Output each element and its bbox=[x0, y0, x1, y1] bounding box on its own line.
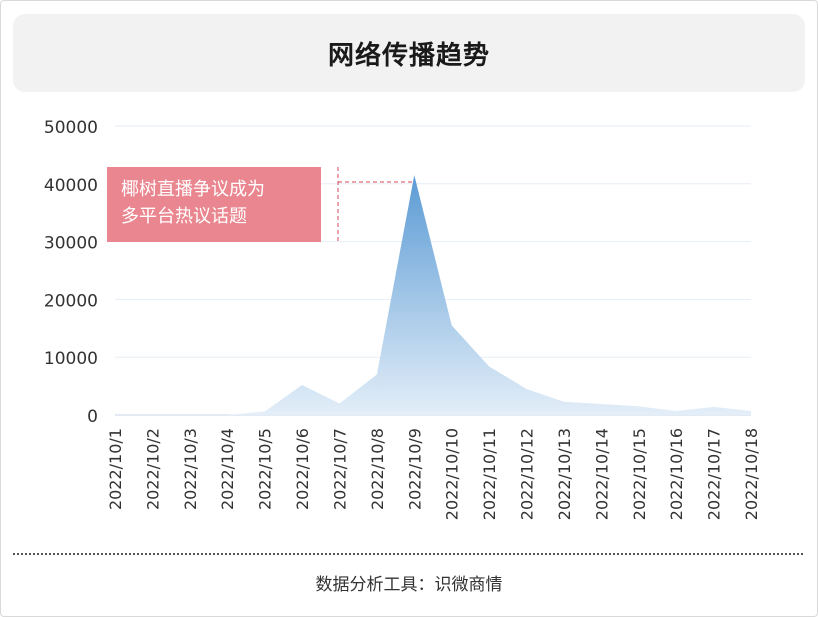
x-tick-label: 2022/10/6 bbox=[293, 428, 312, 510]
x-tick-label: 2022/10/16 bbox=[667, 428, 686, 520]
y-axis: 0 10000 20000 30000 40000 50000 bbox=[44, 118, 98, 427]
x-tick-label: 2022/10/7 bbox=[330, 428, 349, 510]
x-tick-label: 2022/10/9 bbox=[405, 428, 424, 510]
y-tick-label: 0 bbox=[87, 407, 98, 427]
x-tick-label: 2022/10/17 bbox=[705, 428, 724, 520]
x-tick-label: 2022/10/14 bbox=[592, 428, 611, 520]
x-tick-label: 2022/10/18 bbox=[742, 428, 761, 520]
area-series bbox=[115, 175, 751, 415]
x-tick-label: 2022/10/4 bbox=[218, 428, 237, 510]
source-credit: 数据分析工具：识微商情 bbox=[315, 575, 503, 595]
y-tick-label: 50000 bbox=[44, 118, 98, 138]
x-tick-label: 2022/10/13 bbox=[555, 428, 574, 520]
annotation-box bbox=[107, 167, 321, 242]
footer-divider bbox=[13, 553, 803, 555]
x-tick-label: 2022/10/8 bbox=[368, 428, 387, 510]
chart-title: 网络传播趋势 bbox=[327, 40, 490, 71]
x-tick-label: 2022/10/12 bbox=[518, 428, 537, 520]
x-axis: 2022/10/1 2022/10/2 2022/10/3 2022/10/4 2022… bbox=[106, 428, 761, 520]
x-tick-label: 2022/10/2 bbox=[143, 428, 162, 510]
x-tick-label: 2022/10/1 bbox=[106, 428, 125, 510]
title-banner: 网络传播趋势 bbox=[13, 14, 805, 92]
x-tick-label: 2022/10/3 bbox=[181, 428, 200, 510]
area-fill bbox=[115, 175, 751, 415]
y-tick-label: 20000 bbox=[44, 291, 98, 311]
y-tick-label: 10000 bbox=[44, 349, 98, 369]
x-tick-label: 2022/10/11 bbox=[480, 428, 499, 520]
annotation-text: 多平台热议话题 bbox=[121, 206, 247, 227]
y-tick-label: 30000 bbox=[44, 234, 98, 254]
annotation-text: 椰树直播争议成为 bbox=[121, 179, 265, 200]
y-tick-label: 40000 bbox=[44, 176, 98, 196]
x-tick-label: 2022/10/5 bbox=[256, 428, 275, 510]
x-tick-label: 2022/10/10 bbox=[443, 428, 462, 520]
x-tick-label: 2022/10/15 bbox=[630, 428, 649, 520]
